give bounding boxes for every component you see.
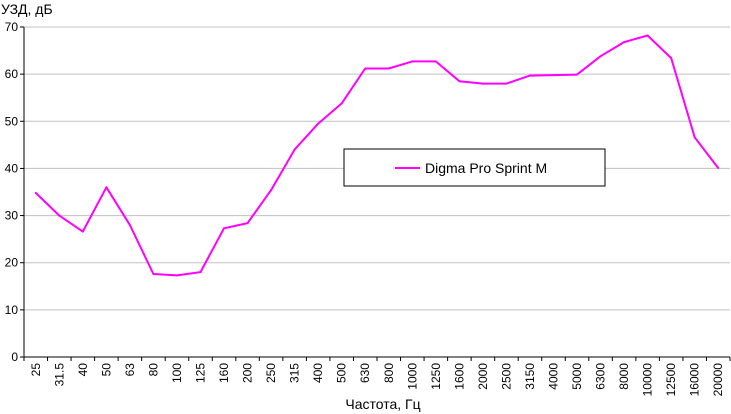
data-point xyxy=(505,82,508,85)
x-tick-label: 100 xyxy=(170,363,184,383)
data-point xyxy=(552,74,555,77)
x-tick-label: 12500 xyxy=(664,363,678,397)
data-point xyxy=(481,82,484,85)
legend-box xyxy=(343,148,606,187)
data-point xyxy=(528,74,531,77)
x-tick-label: 8000 xyxy=(617,363,631,390)
data-point xyxy=(576,73,579,76)
data-point xyxy=(340,102,343,105)
x-tick-label: 20000 xyxy=(711,363,725,397)
axes xyxy=(23,27,730,358)
x-tick-label: 63 xyxy=(123,363,137,377)
legend-label: Digma Pro Sprint M xyxy=(425,160,547,176)
data-point xyxy=(293,148,296,151)
y-tick-label: 40 xyxy=(5,161,19,175)
x-axis-ticks: 25 31.5 40 50 63 80 100 125 160 200 250 315 400 500 63… xyxy=(23,357,731,397)
data-point xyxy=(693,136,696,139)
data-point xyxy=(105,186,108,189)
data-point xyxy=(387,67,390,70)
x-tick-label: 40 xyxy=(76,363,90,377)
data-point xyxy=(175,274,178,277)
x-axis-title: Частота, Гц xyxy=(345,396,420,412)
data-point xyxy=(223,227,226,230)
x-tick-label: 400 xyxy=(311,363,325,383)
data-point xyxy=(270,189,273,192)
x-tick-label: 500 xyxy=(335,363,349,383)
data-point xyxy=(81,230,84,233)
y-tick-label: 60 xyxy=(5,67,19,81)
grid-lines xyxy=(24,26,730,311)
series-line xyxy=(35,34,719,277)
data-point xyxy=(199,271,202,274)
x-tick-label: 31.5 xyxy=(52,363,66,387)
data-point xyxy=(34,191,37,194)
y-tick-label: 0 xyxy=(11,350,18,364)
y-tick-label: 20 xyxy=(5,256,19,270)
data-point xyxy=(434,60,437,63)
y-axis-ticks: 0 10 20 30 40 50 60 70 xyxy=(5,20,24,364)
x-tick-label: 5000 xyxy=(570,363,584,390)
x-tick-label: 250 xyxy=(264,363,278,383)
data-point xyxy=(623,41,626,44)
data-point xyxy=(58,214,61,217)
x-tick-label: 50 xyxy=(99,363,113,377)
data-point xyxy=(599,55,602,58)
x-tick-label: 630 xyxy=(358,363,372,383)
data-point xyxy=(364,67,367,70)
data-point xyxy=(458,80,461,83)
x-tick-label: 2500 xyxy=(499,363,513,390)
y-tick-label: 10 xyxy=(5,303,19,317)
x-tick-label: 160 xyxy=(217,363,231,383)
x-tick-label: 10000 xyxy=(641,363,655,397)
x-tick-label: 25 xyxy=(29,363,43,377)
data-point xyxy=(646,34,649,37)
x-tick-label: 80 xyxy=(146,363,160,377)
x-tick-label: 800 xyxy=(382,363,396,383)
data-point xyxy=(317,122,320,125)
x-tick-label: 1600 xyxy=(452,363,466,390)
y-tick-label: 70 xyxy=(5,20,19,34)
x-tick-label: 3150 xyxy=(523,363,537,390)
x-tick-label: 1250 xyxy=(429,363,443,390)
data-point xyxy=(128,224,131,226)
legend: Digma Pro Sprint M xyxy=(343,148,606,187)
x-tick-label: 16000 xyxy=(688,363,702,397)
data-point xyxy=(411,60,414,63)
y-tick-label: 50 xyxy=(5,114,19,128)
x-tick-label: 125 xyxy=(194,363,208,383)
x-tick-label: 1000 xyxy=(405,363,419,390)
x-tick-label: 2000 xyxy=(476,363,490,390)
data-point xyxy=(152,273,155,276)
x-tick-label: 4000 xyxy=(547,363,561,390)
y-tick-label: 30 xyxy=(5,209,19,223)
data-point xyxy=(717,166,720,169)
x-tick-label: 6300 xyxy=(594,363,608,390)
x-tick-label: 315 xyxy=(288,363,302,383)
data-point xyxy=(246,222,249,225)
series-layer xyxy=(34,34,720,277)
data-point xyxy=(670,57,673,60)
x-tick-label: 200 xyxy=(241,363,255,383)
y-axis-title: УЗД, дБ xyxy=(1,1,53,17)
